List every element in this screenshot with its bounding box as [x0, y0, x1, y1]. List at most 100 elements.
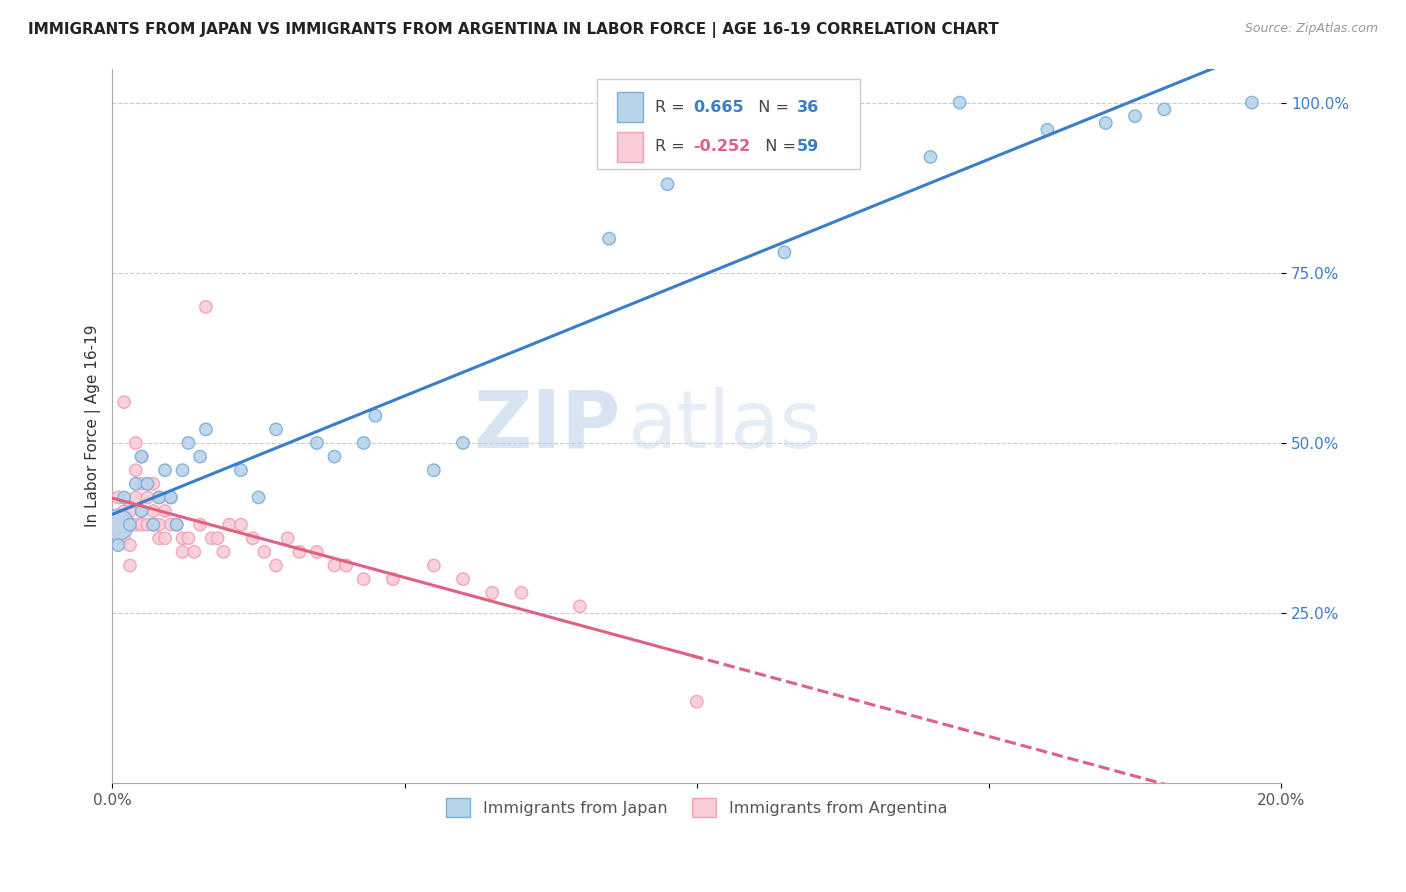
Point — [177, 436, 200, 450]
Point — [166, 517, 188, 532]
Point — [118, 517, 141, 532]
Point — [118, 517, 141, 532]
Point — [264, 558, 287, 573]
Point — [277, 531, 299, 545]
Point — [148, 517, 170, 532]
Point — [112, 504, 135, 518]
Point — [305, 436, 328, 450]
Text: R =: R = — [655, 139, 689, 154]
Point — [112, 531, 135, 545]
Text: R =: R = — [655, 100, 689, 115]
Point — [153, 504, 176, 518]
Point — [148, 491, 170, 505]
Point — [142, 504, 165, 518]
Point — [949, 95, 972, 110]
Point — [136, 491, 159, 505]
Point — [112, 491, 135, 505]
Point — [148, 491, 170, 505]
Point — [353, 572, 375, 586]
Point — [107, 491, 129, 505]
Point — [510, 586, 533, 600]
Point — [160, 491, 183, 505]
Point — [920, 150, 942, 164]
Point — [1123, 109, 1146, 123]
Point — [773, 245, 796, 260]
Point — [148, 531, 170, 545]
Point — [125, 476, 148, 491]
Point — [353, 436, 375, 450]
Point — [451, 572, 474, 586]
Point — [160, 491, 183, 505]
FancyBboxPatch shape — [598, 79, 860, 169]
Point — [381, 572, 404, 586]
Point — [229, 517, 252, 532]
Point — [481, 586, 503, 600]
FancyBboxPatch shape — [617, 132, 643, 162]
Text: 59: 59 — [797, 139, 820, 154]
Point — [242, 531, 264, 545]
Point — [657, 178, 679, 192]
Text: 36: 36 — [797, 100, 820, 115]
Point — [131, 450, 153, 464]
Point — [118, 558, 141, 573]
Point — [131, 450, 153, 464]
Point — [598, 232, 620, 246]
Point — [177, 531, 200, 545]
Point — [172, 531, 194, 545]
Point — [1153, 103, 1175, 117]
Text: IMMIGRANTS FROM JAPAN VS IMMIGRANTS FROM ARGENTINA IN LABOR FORCE | AGE 16-19 CO: IMMIGRANTS FROM JAPAN VS IMMIGRANTS FROM… — [28, 22, 998, 38]
Point — [107, 517, 129, 532]
Point — [451, 436, 474, 450]
Point — [125, 436, 148, 450]
FancyBboxPatch shape — [617, 93, 643, 122]
Point — [125, 491, 148, 505]
Point — [194, 300, 217, 314]
Point — [423, 558, 446, 573]
Point — [1240, 95, 1263, 110]
Point — [107, 538, 129, 552]
Point — [188, 517, 211, 532]
Point — [131, 476, 153, 491]
Point — [107, 517, 129, 532]
Point — [335, 558, 357, 573]
Text: atlas: atlas — [627, 387, 821, 465]
Text: N =: N = — [755, 139, 801, 154]
Point — [323, 450, 346, 464]
Text: ZIP: ZIP — [474, 387, 621, 465]
Point — [136, 517, 159, 532]
Point — [153, 531, 176, 545]
Point — [172, 545, 194, 559]
Point — [323, 558, 346, 573]
Point — [1036, 123, 1059, 137]
Point — [253, 545, 276, 559]
Point — [247, 491, 270, 505]
Point — [131, 517, 153, 532]
Point — [1094, 116, 1116, 130]
Y-axis label: In Labor Force | Age 16-19: In Labor Force | Age 16-19 — [86, 325, 101, 527]
Text: -0.252: -0.252 — [693, 139, 751, 154]
Point — [207, 531, 229, 545]
Point — [142, 517, 165, 532]
Point — [125, 463, 148, 477]
Point — [118, 538, 141, 552]
Point — [212, 545, 235, 559]
Point — [183, 545, 205, 559]
Point — [118, 504, 141, 518]
Point — [107, 531, 129, 545]
Point — [264, 422, 287, 436]
Point — [142, 517, 165, 532]
Point — [218, 517, 240, 532]
Point — [172, 463, 194, 477]
Legend: Immigrants from Japan, Immigrants from Argentina: Immigrants from Japan, Immigrants from A… — [439, 790, 955, 825]
Text: 0.665: 0.665 — [693, 100, 744, 115]
Point — [125, 517, 148, 532]
Point — [112, 395, 135, 409]
Text: Source: ZipAtlas.com: Source: ZipAtlas.com — [1244, 22, 1378, 36]
Point — [166, 517, 188, 532]
Text: N =: N = — [748, 100, 794, 115]
Point — [153, 463, 176, 477]
Point — [229, 463, 252, 477]
Point — [288, 545, 311, 559]
Point — [142, 476, 165, 491]
Point — [131, 504, 153, 518]
